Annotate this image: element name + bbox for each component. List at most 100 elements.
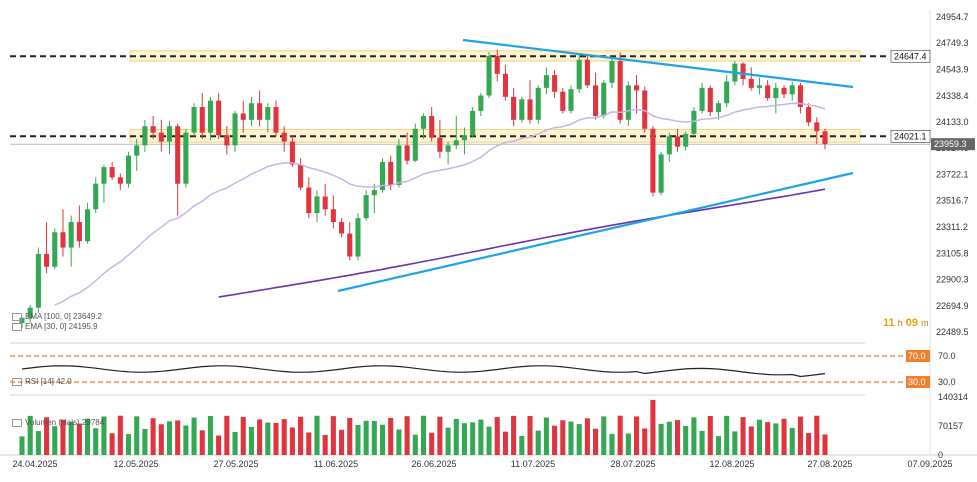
volume-bar-up <box>134 416 140 455</box>
rsi-level-tag <box>906 376 930 388</box>
candle-up <box>35 253 41 308</box>
candle-down <box>339 222 345 234</box>
candle-up <box>52 232 58 267</box>
candle-down <box>765 85 771 99</box>
candle-down <box>593 85 599 116</box>
volume-bar-down <box>273 422 279 455</box>
volume-bar-up <box>732 431 738 455</box>
eye-icon[interactable] <box>12 312 22 321</box>
candle-down <box>224 135 230 146</box>
falling-trendline <box>462 38 854 89</box>
volume-bar-down <box>593 428 599 455</box>
candle-down <box>175 126 181 184</box>
price-tick-label: 23722.1 <box>936 170 969 180</box>
candle-up <box>420 115 427 129</box>
time-tick-label: 28.07.2025 <box>610 459 655 469</box>
candle-down <box>257 103 263 120</box>
candle-up <box>445 145 451 152</box>
candle-down <box>502 73 508 97</box>
candle-up <box>724 81 730 104</box>
candle-up <box>27 307 33 318</box>
candle-down <box>527 99 533 120</box>
candle-down <box>634 85 640 91</box>
eye-icon[interactable] <box>12 377 22 386</box>
price-tick-label: 23311.2 <box>936 222 968 232</box>
volume-bar-down <box>298 416 304 455</box>
candle-down <box>781 87 787 95</box>
candle-down <box>404 145 410 161</box>
candle-up <box>478 95 484 111</box>
volume-bar-down <box>437 416 443 455</box>
candle-down <box>199 107 205 133</box>
price-tick-label: 24954.7 <box>936 12 969 22</box>
current-price-label: 23959.3 <box>934 139 967 149</box>
volume-bar-up <box>355 424 361 455</box>
volume-bar-down <box>224 415 230 455</box>
volume-bar-down <box>175 420 181 455</box>
volume-bar-down <box>707 415 713 455</box>
volume-bar-up <box>789 427 795 455</box>
candle-down <box>44 253 50 267</box>
volume-bar-up <box>142 428 148 455</box>
volume-bar-up <box>52 426 58 455</box>
candle-down <box>822 131 828 145</box>
volume-bar-up <box>68 421 74 455</box>
time-tick-label: 24.04.2025 <box>12 459 57 469</box>
candle-down <box>797 85 803 108</box>
volume-bar-down <box>339 429 345 455</box>
volume-bar-up <box>183 425 189 455</box>
candle-up <box>101 167 107 184</box>
eye-icon[interactable] <box>12 418 22 427</box>
volume-bar-down <box>60 419 66 455</box>
candle-down <box>273 107 279 133</box>
volume-bar-up <box>658 423 664 455</box>
candle-up <box>625 85 631 120</box>
candle-down <box>306 187 312 214</box>
volume-bar-up <box>691 417 697 455</box>
rsi-level-tag-label: 70.0 <box>908 351 926 361</box>
candle-up <box>166 126 173 142</box>
candle-up <box>568 89 574 111</box>
volume-bar-up <box>576 424 582 455</box>
candle-down <box>60 232 66 248</box>
candle-down <box>429 115 435 138</box>
rsi-label: RSI [14] <box>25 377 54 386</box>
volume-bar-down <box>781 418 787 455</box>
volume-bar-down <box>322 434 328 455</box>
volume-bar-up <box>666 421 672 455</box>
level-tag <box>890 129 931 143</box>
volume-bar-up <box>101 416 107 455</box>
candle-up <box>461 135 468 141</box>
volume-bar-up <box>486 426 492 455</box>
candle-up <box>265 107 271 120</box>
volume-bar-up <box>207 416 213 455</box>
volume-bar-down <box>158 424 164 455</box>
rsi-value: 42.0 <box>56 377 72 386</box>
candle-down <box>584 59 590 86</box>
volume-bar-up <box>248 426 254 455</box>
volume-bar-down <box>117 415 123 455</box>
session-timer: 11 h 09 m <box>883 317 929 329</box>
time-tick-label: 26.06.2025 <box>411 459 456 469</box>
ema-100-legend: EMA [100, 0] 23649.2 <box>12 312 102 322</box>
eye-icon[interactable] <box>12 322 22 331</box>
candle-up <box>207 100 213 133</box>
volume-bar-down <box>281 419 287 455</box>
candle-up <box>191 107 197 133</box>
volume-bar-down <box>330 416 336 455</box>
candle-down <box>748 78 754 88</box>
volume-bar-up <box>314 415 320 455</box>
candle-up <box>470 110 476 136</box>
volume-bar-up <box>625 433 631 455</box>
volume-bar-up <box>85 418 91 455</box>
candle-up <box>699 87 705 111</box>
ema-100-value: 23649.2 <box>73 312 102 321</box>
volume-bar-up <box>715 436 722 455</box>
candle-down <box>289 141 295 165</box>
time-tick-label: 12.05.2025 <box>113 459 158 469</box>
rsi-tick-label: 30.0 <box>938 377 956 387</box>
volume-bar-down <box>109 433 115 455</box>
volume-bar-up <box>166 421 173 455</box>
volume-bar-down <box>650 399 656 455</box>
